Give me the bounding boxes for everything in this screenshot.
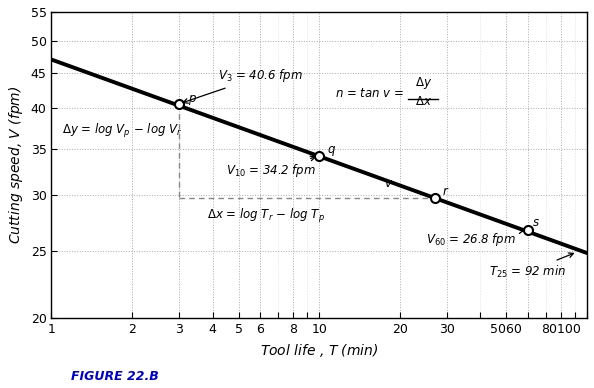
Text: $V_3$ = 40.6 fpm: $V_3$ = 40.6 fpm — [183, 68, 304, 103]
Text: $\Delta y$ = log $V_p$ $-$ log $V_r$: $\Delta y$ = log $V_p$ $-$ log $V_r$ — [62, 122, 183, 140]
Text: $q$: $q$ — [327, 144, 336, 158]
Text: $\Delta y$: $\Delta y$ — [415, 75, 432, 92]
Text: $v$: $v$ — [384, 177, 393, 191]
Text: $V_{10}$ = 34.2 fpm: $V_{10}$ = 34.2 fpm — [226, 156, 316, 179]
Text: $p$: $p$ — [188, 93, 197, 107]
Y-axis label: Cutting speed, $V$ (fpm): Cutting speed, $V$ (fpm) — [7, 86, 25, 244]
Text: $n$ = tan $v$ =: $n$ = tan $v$ = — [336, 87, 405, 100]
Text: $r$: $r$ — [441, 185, 449, 198]
Text: $\Delta x$: $\Delta x$ — [415, 95, 432, 107]
Text: $V_{60}$ = 26.8 fpm: $V_{60}$ = 26.8 fpm — [426, 229, 523, 248]
Text: $s$: $s$ — [532, 216, 540, 229]
Text: $\Delta x$ = log $T_r$ $-$ log $T_p$: $\Delta x$ = log $T_r$ $-$ log $T_p$ — [207, 206, 324, 225]
Text: $T_{25}$ = 92 min: $T_{25}$ = 92 min — [489, 253, 573, 280]
X-axis label: Tool life , $T$ (min): Tool life , $T$ (min) — [260, 341, 378, 359]
Text: FIGURE 22.B: FIGURE 22.B — [71, 370, 159, 383]
